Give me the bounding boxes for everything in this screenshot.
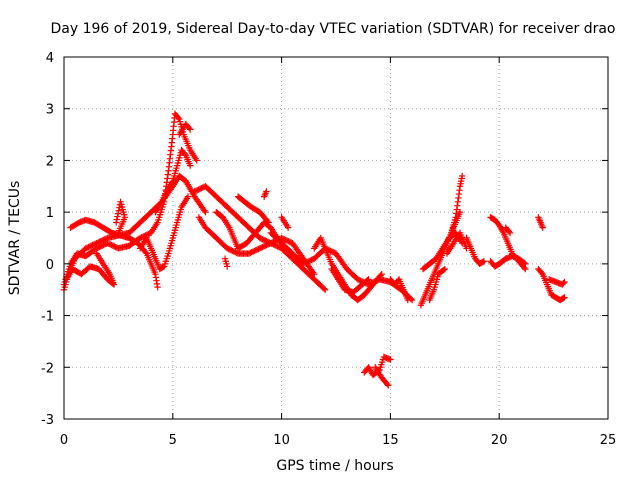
data-point bbox=[263, 188, 270, 195]
data-point bbox=[114, 213, 121, 220]
data-point bbox=[506, 229, 514, 237]
data-point bbox=[385, 382, 392, 389]
data-point bbox=[159, 263, 167, 271]
data-point bbox=[184, 193, 192, 200]
data-point bbox=[187, 126, 194, 133]
data-point bbox=[456, 208, 464, 216]
y-tick-label: 4 bbox=[46, 51, 54, 66]
data-point bbox=[320, 285, 328, 292]
data-point bbox=[284, 224, 292, 231]
data-point bbox=[480, 258, 488, 265]
data-point bbox=[265, 219, 272, 226]
data-point bbox=[479, 258, 487, 266]
data-point bbox=[185, 124, 193, 132]
data-point bbox=[116, 204, 123, 211]
data-point bbox=[459, 172, 466, 180]
plot-frame bbox=[63, 56, 609, 420]
data-point bbox=[539, 224, 546, 231]
y-tick-label: -2 bbox=[41, 361, 54, 376]
data-point bbox=[115, 207, 122, 214]
x-tick-label: 15 bbox=[382, 433, 399, 448]
data-point bbox=[378, 271, 385, 278]
data-point bbox=[407, 295, 415, 303]
y-tick-labels: -3 -2 -1 0 1 2 3 4 bbox=[41, 51, 54, 428]
data-point bbox=[224, 263, 231, 270]
data-point bbox=[93, 250, 100, 257]
data-point bbox=[521, 259, 528, 267]
data-point bbox=[365, 276, 372, 283]
data-point bbox=[114, 210, 122, 217]
data-point bbox=[560, 280, 567, 287]
x-tick-label: 10 bbox=[273, 433, 290, 448]
data-point bbox=[142, 249, 149, 256]
y-tick-label: -1 bbox=[41, 310, 54, 325]
data-point bbox=[387, 356, 394, 363]
data-point bbox=[264, 217, 271, 225]
data-point bbox=[175, 114, 182, 121]
data-point bbox=[440, 266, 447, 274]
data-point bbox=[561, 278, 568, 286]
x-tick-labels: 0 5 10 15 20 25 bbox=[60, 433, 616, 448]
data-point bbox=[522, 260, 529, 268]
data-point bbox=[505, 228, 513, 235]
data-point bbox=[117, 198, 124, 205]
axis-ticks bbox=[63, 56, 609, 420]
data-point bbox=[404, 296, 412, 304]
x-tick-label: 0 bbox=[60, 433, 68, 448]
data-point bbox=[113, 216, 121, 223]
data-point bbox=[364, 277, 371, 284]
y-tick-label: 2 bbox=[46, 154, 54, 169]
x-axis-label: GPS time / hours bbox=[276, 458, 393, 474]
chart-title: Day 196 of 2019, Sidereal Day-to-day VTE… bbox=[50, 21, 615, 37]
data-point bbox=[383, 380, 391, 388]
data-point bbox=[181, 150, 188, 158]
x-tick-label: 25 bbox=[600, 433, 617, 448]
data-point bbox=[193, 157, 200, 164]
data-point bbox=[561, 294, 568, 301]
y-tick-label: 3 bbox=[46, 103, 54, 118]
data-point bbox=[202, 208, 209, 216]
data-point bbox=[377, 272, 384, 279]
data-point bbox=[113, 219, 120, 226]
data-point bbox=[187, 162, 194, 169]
y-tick-label: -3 bbox=[41, 413, 54, 428]
data-points bbox=[60, 110, 568, 389]
data-point bbox=[538, 269, 545, 277]
y-tick-label: 0 bbox=[46, 258, 54, 273]
x-tick-label: 20 bbox=[491, 433, 508, 448]
data-point bbox=[560, 294, 567, 302]
y-axis-label: SDTVAR / TECUs bbox=[7, 181, 23, 296]
y-tick-label: 1 bbox=[46, 206, 54, 221]
data-point bbox=[116, 201, 124, 208]
data-point bbox=[154, 283, 161, 291]
data-point bbox=[321, 286, 329, 293]
data-point bbox=[441, 265, 448, 273]
x-tick-label: 5 bbox=[169, 433, 177, 448]
